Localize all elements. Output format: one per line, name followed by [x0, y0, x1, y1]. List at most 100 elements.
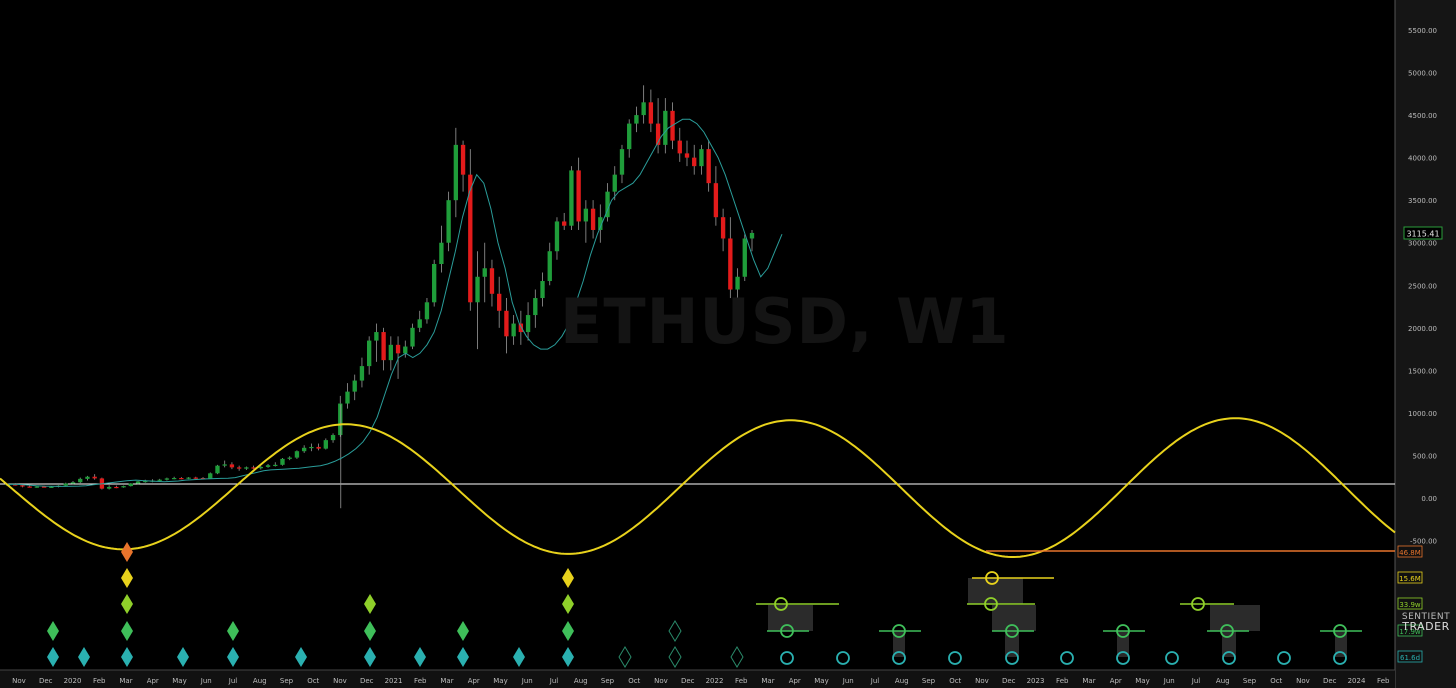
candle-body: [648, 102, 654, 124]
x-tick-label: Nov: [975, 677, 989, 685]
candle-body: [749, 232, 755, 239]
trough-diamond-61-6d: [513, 647, 525, 667]
candle-body: [208, 473, 213, 479]
candle-body: [121, 486, 126, 488]
projected-trough-61-6d: [780, 651, 794, 665]
x-tick-label: 2020: [64, 677, 82, 685]
candle-body: [424, 302, 430, 320]
x-tick-label: Dec: [39, 677, 53, 685]
trough-diamond-17-9w: [457, 621, 469, 641]
projected-trough-33-9w: [774, 597, 788, 611]
candle-body: [475, 276, 480, 303]
candle-body: [720, 217, 726, 239]
candle-body: [547, 251, 552, 282]
x-tick-label: Mar: [440, 677, 453, 685]
y-tick-label: 5000.00: [1408, 70, 1437, 78]
candle-body: [114, 486, 119, 489]
cycle-label-box: [1397, 597, 1423, 610]
last-price-label: 3115.41: [1406, 230, 1439, 239]
x-tick-label: Feb: [93, 677, 106, 685]
candle-body: [106, 486, 112, 489]
sentient-trader-logo: SENTIENT TRADER: [1400, 612, 1452, 632]
brand-line1: SENTIENT: [1401, 612, 1451, 622]
candle-body: [179, 478, 184, 480]
candle-body: [359, 366, 365, 381]
candle-body: [432, 264, 437, 303]
x-tick-label: Mar: [1082, 677, 1095, 685]
x-tick-label: Sep: [922, 677, 936, 685]
candle-body: [143, 480, 148, 483]
x-tick-label: Jul: [1191, 677, 1201, 685]
candle-body: [511, 323, 516, 337]
x-tick-label: Nov: [12, 677, 26, 685]
candle-body: [569, 170, 574, 226]
cycle-label: 46.8M: [1399, 549, 1421, 557]
candle-body: [135, 481, 141, 484]
candle-body: [374, 332, 379, 341]
candle-body: [280, 458, 285, 465]
x-tick-label: 2023: [1027, 677, 1045, 685]
y-tick-label: 5500.00: [1408, 27, 1437, 35]
projection-box: [1117, 631, 1129, 657]
candle-body: [345, 391, 350, 404]
x-tick-label: Feb: [414, 677, 427, 685]
candle-body: [215, 465, 220, 474]
trough-diamond-61-6d: [78, 647, 90, 667]
trough-diamond-61-6d: [457, 647, 469, 667]
candle-body: [41, 486, 47, 488]
candle-body: [70, 482, 76, 484]
y-tick-label: 1000.00: [1408, 410, 1437, 418]
candle-body: [63, 483, 68, 486]
candle-body: [518, 323, 524, 333]
candle-body: [193, 477, 198, 479]
projected-trough-61-6d: [1165, 651, 1179, 665]
x-tick-label: Oct: [628, 677, 640, 685]
candle-body: [78, 478, 83, 483]
candle-body: [663, 110, 668, 145]
projected-trough-17-9w: [1220, 624, 1234, 638]
x-tick-label: Feb: [735, 677, 748, 685]
trough-diamond-15-6m: [121, 568, 133, 588]
x-tick-label: Jul: [549, 677, 559, 685]
candle-body: [244, 467, 249, 469]
cycle-label: 61.6d: [1400, 654, 1420, 662]
candle-body: [258, 466, 263, 469]
candle-body: [706, 149, 711, 184]
candle-body: [186, 477, 191, 479]
price-axis-panel: [1395, 0, 1456, 688]
x-tick-label: Apr: [147, 677, 159, 685]
x-tick-label: Mar: [119, 677, 132, 685]
x-tick-label: Nov: [1296, 677, 1310, 685]
x-tick-label: 2024: [1348, 677, 1366, 685]
projection-box: [992, 605, 1036, 631]
candle-body: [294, 451, 300, 458]
candle-body: [677, 140, 682, 154]
candle-body: [273, 464, 278, 467]
x-tick-label: Dec: [1323, 677, 1337, 685]
projected-trough-17-9w: [1116, 624, 1130, 638]
x-tick-label: Sep: [1243, 677, 1257, 685]
candle-body: [352, 380, 357, 392]
projected-trough-61-6d: [1277, 651, 1291, 665]
projected-trough-61-6d: [948, 651, 962, 665]
x-tick-label: Sep: [280, 677, 294, 685]
candle-body: [157, 479, 162, 481]
x-tick-label: May: [814, 677, 828, 685]
candle-body: [497, 293, 502, 311]
candle-body: [641, 102, 646, 116]
y-tick-label: 3000.00: [1408, 240, 1437, 248]
projection-box: [1222, 631, 1236, 657]
x-tick-label: Feb: [1056, 677, 1069, 685]
candle-body: [612, 174, 617, 192]
projection-box: [1210, 605, 1260, 631]
candle-body: [381, 332, 386, 361]
candle-body: [692, 157, 697, 167]
y-tick-label: -500.00: [1410, 538, 1437, 546]
candle-body: [171, 478, 177, 480]
x-tick-label: Jun: [1163, 677, 1175, 685]
candle-body: [583, 208, 589, 222]
candle-body: [533, 298, 538, 316]
cycle-label: 17.9w: [1399, 628, 1421, 636]
